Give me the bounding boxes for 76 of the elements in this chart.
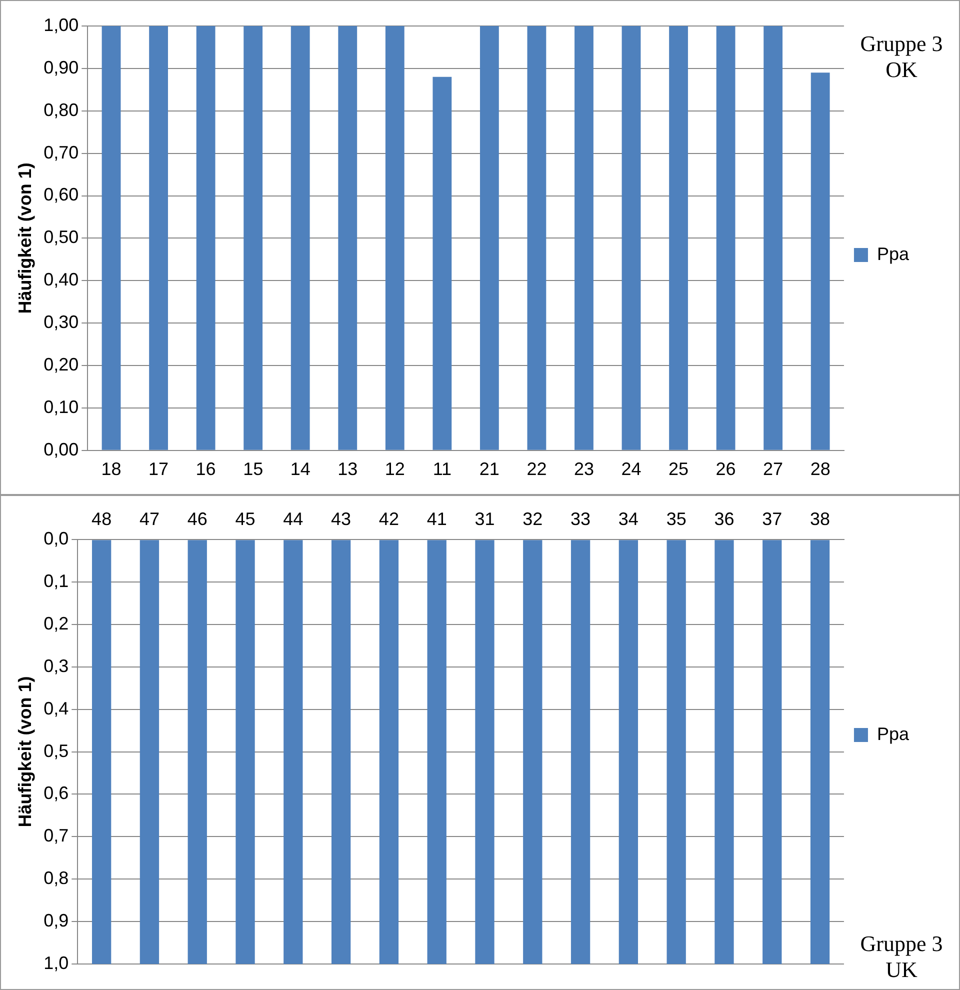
x-tick-label: 26 bbox=[716, 459, 736, 480]
x-tick-label: 23 bbox=[574, 459, 594, 480]
bar bbox=[810, 72, 830, 450]
y-tick-label: 0,70 bbox=[44, 142, 79, 162]
bar bbox=[290, 26, 310, 450]
x-tick-label: 22 bbox=[526, 459, 547, 480]
y-tick-label: 0,10 bbox=[44, 396, 79, 417]
x-tick-label: 43 bbox=[331, 508, 352, 529]
bar bbox=[669, 26, 688, 450]
text: Gruppe 3 UK bbox=[860, 930, 943, 982]
x-tick-label: 35 bbox=[666, 508, 686, 529]
x-tick-label: 27 bbox=[763, 459, 784, 480]
y-tick-label: 0,60 bbox=[44, 184, 79, 205]
x-tick-label: 33 bbox=[570, 508, 591, 529]
y-tick-label: 0,3 bbox=[44, 656, 69, 676]
x-tick-label: 38 bbox=[810, 508, 830, 529]
bar bbox=[102, 26, 121, 450]
y-tick-label: 0,30 bbox=[44, 312, 79, 332]
x-tick-label: 16 bbox=[196, 459, 216, 480]
bar bbox=[480, 26, 499, 450]
y-axis-title: Häufigkeit (von 1) bbox=[14, 676, 35, 828]
x-tick-label: 11 bbox=[432, 459, 452, 480]
x-tick-label: 42 bbox=[378, 508, 399, 529]
x-tick-label: 14 bbox=[290, 459, 310, 480]
y-tick-label: 0,4 bbox=[44, 698, 69, 718]
bar bbox=[716, 26, 736, 450]
x-tick-label: 37 bbox=[762, 508, 782, 529]
text: Gruppe 3 OK bbox=[860, 30, 943, 82]
x-tick-label: 46 bbox=[187, 508, 208, 529]
x-tick-label: 18 bbox=[101, 459, 122, 480]
y-tick-label: 1,00 bbox=[44, 14, 79, 35]
legend-label: Ppa bbox=[876, 724, 910, 744]
bar bbox=[385, 26, 404, 450]
y-tick-label: 0,6 bbox=[44, 783, 69, 804]
y-tick-label: 0,50 bbox=[44, 227, 79, 248]
x-tick-label: 47 bbox=[139, 508, 160, 529]
y-tick-label: 0,90 bbox=[44, 57, 79, 78]
y-tick-label: 0,80 bbox=[44, 100, 79, 120]
bar bbox=[432, 76, 452, 450]
x-tick-label: 15 bbox=[243, 459, 264, 480]
y-axis-title: Häufigkeit (von 1) bbox=[14, 162, 35, 314]
x-tick-label: 44 bbox=[283, 508, 304, 529]
x-tick-label: 17 bbox=[148, 459, 169, 480]
y-tick-label: 0,40 bbox=[44, 270, 79, 290]
y-tick-label: 0,2 bbox=[44, 613, 69, 634]
x-tick-label: 48 bbox=[92, 508, 112, 529]
y-tick-label: 0,0 bbox=[44, 528, 69, 549]
bar bbox=[149, 26, 168, 450]
bar bbox=[764, 26, 783, 450]
bar bbox=[574, 26, 594, 450]
x-tick-label: 13 bbox=[338, 459, 358, 480]
bar bbox=[622, 26, 641, 450]
x-tick-label: 21 bbox=[479, 459, 500, 480]
x-tick-label: 25 bbox=[668, 459, 689, 480]
x-tick-label: 34 bbox=[618, 508, 638, 529]
x-tick-label: 32 bbox=[522, 508, 543, 529]
y-tick-label: 0,7 bbox=[44, 826, 69, 846]
legend-label: Ppa bbox=[876, 244, 910, 264]
y-tick-label: 0,00 bbox=[44, 439, 79, 460]
y-tick-label: 0,5 bbox=[44, 740, 69, 761]
y-tick-label: 0,20 bbox=[44, 354, 79, 374]
y-tick-label: 1,0 bbox=[44, 952, 69, 973]
bar bbox=[338, 26, 358, 450]
x-tick-label: 45 bbox=[235, 508, 256, 529]
y-tick-label: 0,8 bbox=[44, 868, 69, 888]
y-tick-label: 0,1 bbox=[44, 571, 69, 592]
y-tick-label: 0,9 bbox=[44, 910, 69, 931]
x-tick-label: 28 bbox=[810, 459, 830, 480]
bar bbox=[244, 26, 263, 450]
x-tick-label: 36 bbox=[714, 508, 734, 529]
x-tick-label: 24 bbox=[621, 459, 642, 480]
x-tick-label: 12 bbox=[384, 459, 405, 480]
x-tick-label: 31 bbox=[474, 508, 495, 529]
bar bbox=[527, 26, 546, 450]
bar bbox=[196, 26, 216, 450]
x-tick-label: 41 bbox=[426, 508, 447, 529]
